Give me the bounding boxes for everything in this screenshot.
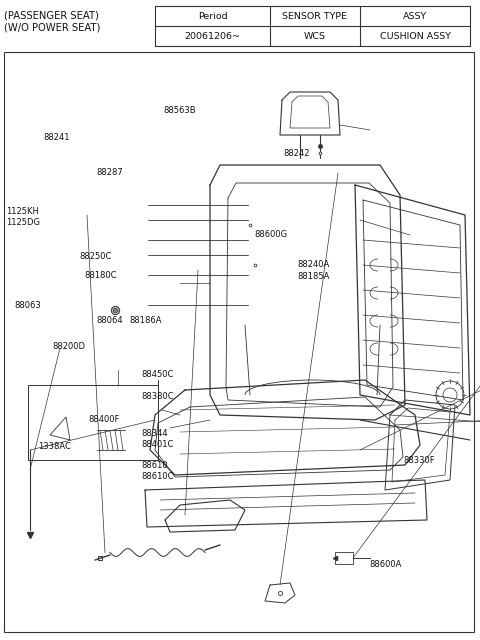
Text: 88610: 88610 [142, 461, 168, 470]
Text: 1125DG: 1125DG [6, 218, 40, 227]
Text: 88610C: 88610C [142, 472, 174, 481]
Text: 88287: 88287 [96, 168, 123, 177]
Text: 88186A: 88186A [130, 316, 162, 324]
Text: (W/O POWER SEAT): (W/O POWER SEAT) [4, 22, 100, 32]
Text: 88180C: 88180C [84, 271, 117, 280]
Text: 88064: 88064 [96, 316, 122, 324]
Text: Period: Period [198, 12, 228, 20]
Text: SENSOR TYPE: SENSOR TYPE [283, 12, 348, 20]
Text: 1338AC: 1338AC [38, 442, 71, 451]
Text: 88344: 88344 [142, 429, 168, 438]
Text: 88600G: 88600G [254, 230, 288, 239]
Text: 88240A: 88240A [298, 260, 330, 269]
Text: (PASSENGER SEAT): (PASSENGER SEAT) [4, 10, 99, 20]
Bar [335, 552, 353, 564]
Text: 88330F: 88330F [403, 456, 435, 465]
Text: CUSHION ASSY: CUSHION ASSY [380, 31, 451, 40]
Text: 88400F: 88400F [89, 415, 120, 424]
Text: 88250C: 88250C [79, 252, 111, 260]
Text: ASSY: ASSY [403, 12, 427, 20]
Text: 88563B: 88563B [163, 106, 196, 115]
Text: 88241: 88241 [43, 133, 70, 142]
Text: 88185A: 88185A [298, 272, 330, 281]
Text: 1125KH: 1125KH [6, 207, 38, 216]
Text: 88063: 88063 [14, 301, 41, 310]
Text: 88401C: 88401C [142, 440, 174, 449]
Bar [28, 385, 158, 460]
Text: 88242: 88242 [283, 149, 310, 158]
Text: 88600A: 88600A [370, 560, 402, 569]
Text: 88450C: 88450C [142, 370, 174, 379]
Text: 88380C: 88380C [142, 392, 174, 401]
Text: 20061206~: 20061206~ [184, 31, 240, 40]
Text: WCS: WCS [304, 31, 326, 40]
Text: 88200D: 88200D [53, 342, 86, 351]
